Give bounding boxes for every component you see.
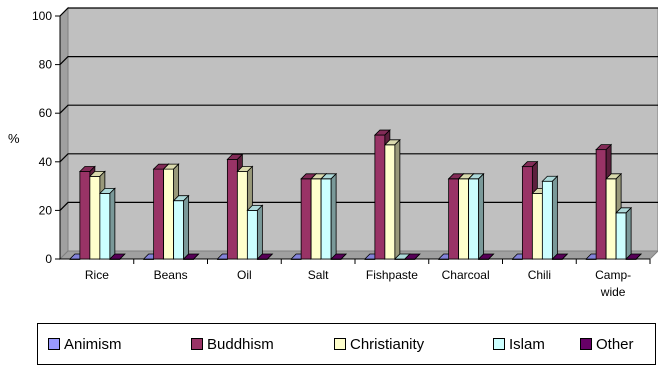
bar-front <box>469 179 479 259</box>
bar-front <box>311 179 321 259</box>
bar-front <box>385 145 395 259</box>
bar-front <box>164 169 174 259</box>
legend-item: Buddhism <box>191 324 274 364</box>
bar-front <box>301 179 311 259</box>
legend-item: Christianity <box>334 324 424 364</box>
bar <box>385 140 400 259</box>
bar-front <box>616 213 626 259</box>
bar-front <box>90 176 100 259</box>
bar <box>174 196 189 259</box>
bar-front <box>100 193 110 259</box>
bar-side <box>479 174 484 259</box>
legend-label: Other <box>596 336 634 353</box>
plot-side-wall <box>60 8 68 259</box>
legend-item: Other <box>580 324 634 364</box>
bar-side <box>552 176 557 259</box>
x-tick-label: Salt <box>308 268 329 282</box>
legend-item: Islam <box>493 324 545 364</box>
bar-front <box>522 167 532 259</box>
legend-label: Animism <box>64 336 122 353</box>
bar <box>100 188 115 259</box>
bar-front <box>174 201 184 259</box>
bar-side <box>110 188 115 259</box>
bar-front <box>449 179 459 259</box>
legend-swatch <box>334 338 346 350</box>
y-tick-label: 80 <box>39 58 53 72</box>
x-tick-label: Beans <box>154 268 188 282</box>
bar-side <box>184 196 189 259</box>
x-tick-label: Chili <box>528 268 551 282</box>
legend-item: Animism <box>48 324 122 364</box>
x-tick-label: Camp-wide <box>595 268 631 299</box>
bar-front <box>459 179 469 259</box>
bar-front <box>154 169 164 259</box>
legend-swatch <box>191 338 203 350</box>
bar-front <box>532 193 542 259</box>
bar-front <box>375 135 385 259</box>
chart-svg: 0 20 40 60 80 100 Rice Beans Oil Salt Fishpaste Cha… <box>0 0 658 320</box>
y-tick-label: 60 <box>39 106 53 120</box>
y-axis-label: % <box>8 131 20 146</box>
bar <box>542 176 557 259</box>
bar-side <box>331 174 336 259</box>
bar-front <box>247 210 257 259</box>
y-tick-label: 0 <box>45 252 52 266</box>
legend-swatch <box>48 338 60 350</box>
bar-front <box>596 150 606 259</box>
y-tick-label: 100 <box>32 9 52 23</box>
legend: Animism Buddhism Christianity Islam Other <box>37 323 656 365</box>
bar-front <box>227 159 237 259</box>
bar <box>321 174 336 259</box>
bar-front <box>606 179 616 259</box>
bar-side <box>395 140 400 259</box>
bar-front <box>321 179 331 259</box>
legend-swatch <box>493 338 505 350</box>
legend-swatch <box>580 338 592 350</box>
bar-front <box>542 181 552 259</box>
legend-label: Buddhism <box>207 336 274 353</box>
y-tick-label: 20 <box>39 203 53 217</box>
y-tick-label: 40 <box>39 155 53 169</box>
x-tick-label: Fishpaste <box>366 268 418 282</box>
x-tick-label: Oil <box>237 268 252 282</box>
x-tick-label: Rice <box>85 268 109 282</box>
legend-label: Islam <box>509 336 545 353</box>
bar <box>616 208 631 259</box>
bar <box>247 205 262 259</box>
x-tick-label: Charcoal <box>442 268 490 282</box>
bar-front <box>80 172 90 259</box>
bar-side <box>257 205 262 259</box>
bar-side <box>626 208 631 259</box>
legend-label: Christianity <box>350 336 424 353</box>
bar <box>469 174 484 259</box>
bar-front <box>237 172 247 259</box>
